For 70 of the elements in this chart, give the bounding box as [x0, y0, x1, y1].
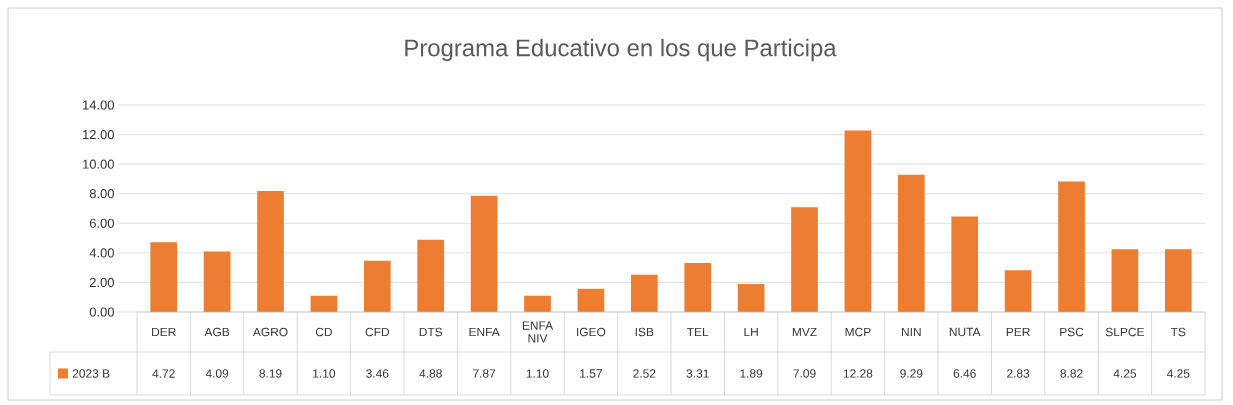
y-tick-label: 14.00 — [83, 100, 114, 110]
bar — [897, 174, 925, 312]
data-label: 9.29 — [900, 369, 923, 378]
bar — [150, 242, 178, 312]
data-label: 2.83 — [1007, 369, 1030, 378]
data-label: 1.10 — [313, 369, 336, 378]
data-label: 3.46 — [366, 369, 389, 378]
bar — [1164, 249, 1192, 312]
data-label: 12.28 — [843, 369, 873, 378]
legend-label: 2023 B — [72, 369, 110, 378]
x-tick-label: ISB — [635, 327, 654, 337]
x-tick-label: NUTA — [949, 327, 981, 337]
x-tick-label: PSC — [1060, 327, 1084, 337]
data-label: 3.31 — [686, 369, 709, 378]
bar — [791, 207, 818, 312]
bar — [684, 263, 712, 312]
data-label: 7.09 — [793, 369, 816, 378]
bar — [203, 251, 231, 312]
x-tick-label: IGEO — [577, 327, 606, 337]
data-label: 4.25 — [1113, 369, 1137, 378]
x-tick-label: MCP — [845, 327, 871, 337]
x-tick-label: CD — [315, 327, 332, 337]
y-tick-label: 10.00 — [83, 159, 114, 169]
data-label: 2.52 — [633, 369, 656, 378]
data-label: 8.82 — [1060, 369, 1083, 378]
bar — [630, 274, 658, 312]
data-label: 4.72 — [152, 369, 175, 378]
data-label: 6.46 — [953, 369, 976, 378]
y-tick-label: 8.00 — [89, 189, 114, 199]
bar — [844, 130, 872, 312]
x-tick-label: CFD — [365, 327, 390, 337]
chart-title: Programa Educativo en los que Participa — [405, 38, 837, 62]
x-tick-label: AGB — [204, 327, 230, 337]
bar — [417, 239, 445, 312]
x-tick-label: ENFA — [469, 327, 500, 337]
data-label: 4.88 — [419, 369, 442, 378]
bar — [951, 216, 979, 312]
bar — [310, 295, 338, 312]
bar — [470, 195, 498, 312]
x-tick-label: TEL — [687, 327, 709, 337]
data-label: 1.89 — [740, 369, 763, 378]
y-tick-label: 6.00 — [89, 218, 114, 228]
data-label: 4.09 — [205, 369, 229, 378]
data-label: 7.87 — [473, 369, 496, 378]
bar — [1111, 249, 1139, 312]
bar — [737, 284, 765, 312]
bar — [1004, 270, 1032, 312]
bar — [577, 288, 605, 312]
bar — [1058, 181, 1085, 312]
x-tick-label: TS — [1170, 327, 1186, 337]
data-label: 8.19 — [259, 369, 282, 378]
bar — [257, 190, 284, 312]
bar — [363, 260, 391, 312]
data-label: 4.25 — [1166, 369, 1190, 378]
x-tick-label: LH — [744, 327, 758, 337]
y-tick-label: 0.00 — [89, 307, 114, 317]
x-tick-label: MVZ — [792, 327, 817, 337]
y-tick-label: 4.00 — [89, 248, 114, 258]
data-label: 1.57 — [580, 369, 602, 378]
x-tick-label: DER — [152, 327, 176, 337]
bar — [524, 295, 551, 312]
x-tick-label: NIN — [902, 327, 921, 337]
x-tick-label: SLPCE — [1105, 327, 1144, 337]
x-tick-label: AGRO — [252, 327, 288, 337]
x-tick-label: DTS — [419, 327, 443, 337]
data-label: 1.10 — [526, 369, 549, 378]
x-tick-label: PER — [1006, 327, 1030, 337]
y-tick-label: 2.00 — [89, 277, 114, 288]
x-tick-label: ENFA NIV — [522, 321, 554, 343]
y-tick-label: 12.00 — [83, 129, 114, 140]
